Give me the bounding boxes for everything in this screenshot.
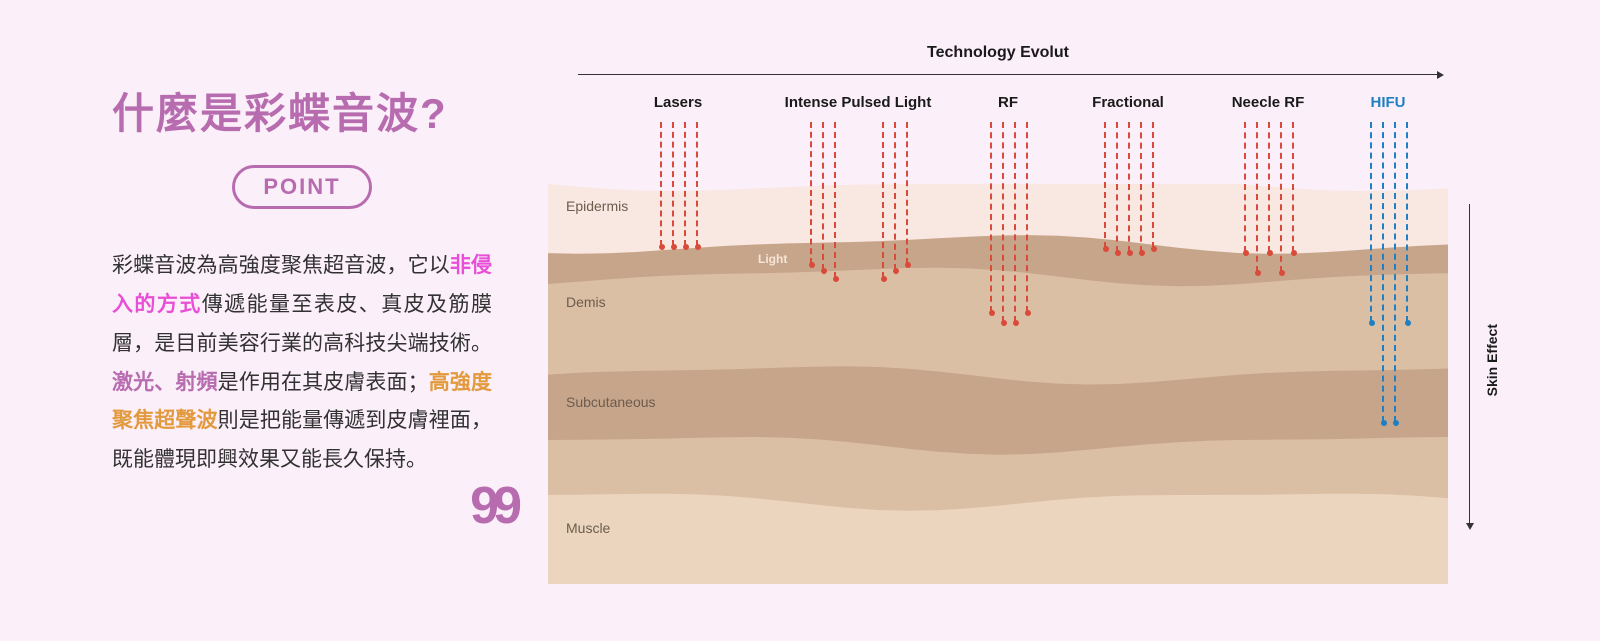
penetration-line: [684, 122, 686, 246]
penetration-dot: [1001, 320, 1007, 326]
tech-axis: [578, 74, 1438, 75]
penetration-dot: [695, 244, 701, 250]
layer-label: Demis: [566, 294, 606, 310]
skin-effect-axis: [1469, 204, 1470, 524]
penetration-line: [1406, 122, 1408, 322]
penetration-dot: [893, 268, 899, 274]
tech-label: HIFU: [1371, 94, 1406, 111]
penetration-line: [1026, 122, 1028, 312]
penetration-line: [1140, 122, 1142, 252]
penetration-line: [894, 122, 896, 270]
penetration-line: [834, 122, 836, 278]
body-t1: 彩蝶音波為高強度聚焦超音波，它以: [112, 254, 450, 277]
penetration-dot: [1369, 320, 1375, 326]
penetration-line: [906, 122, 908, 264]
penetration-line: [1152, 122, 1154, 248]
penetration-line: [672, 122, 674, 246]
penetration-dot: [881, 276, 887, 282]
penetration-dot: [1013, 320, 1019, 326]
penetration-line: [1116, 122, 1118, 252]
penetration-dot: [821, 268, 827, 274]
penetration-line: [822, 122, 824, 270]
penetration-dot: [833, 276, 839, 282]
skin-effect-label: Skin Effect: [1484, 324, 1500, 396]
penetration-line: [1244, 122, 1246, 252]
penetration-dot: [1291, 250, 1297, 256]
penetration-dot: [1255, 270, 1261, 276]
penetration-dot: [1279, 270, 1285, 276]
penetration-dot: [905, 262, 911, 268]
penetration-line: [1268, 122, 1270, 252]
penetration-line: [660, 122, 662, 246]
penetration-line: [1382, 122, 1384, 422]
penetration-dot: [1243, 250, 1249, 256]
layer-label: Epidermis: [566, 198, 628, 214]
penetration-dot: [659, 244, 665, 250]
page-title: 什麼是彩蝶音波?: [112, 80, 492, 141]
penetration-line: [1280, 122, 1282, 272]
penetration-dot: [1127, 250, 1133, 256]
layer-label: Subcutaneous: [566, 394, 656, 410]
tech-label: RF: [998, 94, 1018, 111]
point-badge: POINT: [232, 165, 372, 209]
tech-label: Intense Pulsed Light: [785, 94, 932, 111]
penetration-dot: [989, 310, 995, 316]
left-panel: 什麼是彩蝶音波? POINT 彩蝶音波為高強度聚焦超音波，它以非侵入的方式傳遞能…: [112, 80, 492, 480]
penetration-dot: [1025, 310, 1031, 316]
penetration-line: [1104, 122, 1106, 248]
penetration-line: [1256, 122, 1258, 272]
penetration-line: [810, 122, 812, 264]
body-text: 彩蝶音波為高強度聚焦超音波，它以非侵入的方式傳遞能量至表皮、真皮及筋膜層，是目前…: [112, 247, 492, 480]
light-label: Light: [758, 252, 787, 266]
body-hl2: 激光、射頻: [112, 371, 218, 394]
penetration-dot: [809, 262, 815, 268]
penetration-line: [990, 122, 992, 312]
penetration-line: [882, 122, 884, 278]
penetration-dot: [1267, 250, 1273, 256]
tech-label: Fractional: [1092, 94, 1164, 111]
body-t3: 是作用在其皮膚表面；: [218, 371, 429, 394]
penetration-line: [1128, 122, 1130, 252]
penetration-dot: [1405, 320, 1411, 326]
penetration-dot: [1139, 250, 1145, 256]
layer-label: Muscle: [566, 520, 610, 536]
penetration-line: [1002, 122, 1004, 322]
penetration-line: [696, 122, 698, 246]
penetration-dot: [1381, 420, 1387, 426]
penetration-line: [1014, 122, 1016, 322]
penetration-line: [1394, 122, 1396, 422]
tech-label: Neecle RF: [1232, 94, 1305, 111]
penetration-dot: [1393, 420, 1399, 426]
technology-diagram: Technology Evolut Lasers Intense Pulsed L…: [548, 44, 1508, 584]
diagram-title: Technology Evolut: [548, 44, 1448, 62]
penetration-dot: [1115, 250, 1121, 256]
penetration-dot: [1103, 246, 1109, 252]
penetration-dot: [683, 244, 689, 250]
penetration-line: [1370, 122, 1372, 322]
penetration-line: [1292, 122, 1294, 252]
skin-layer: [548, 494, 1448, 584]
penetration-dot: [1151, 246, 1157, 252]
penetration-dot: [671, 244, 677, 250]
tech-label: Lasers: [654, 94, 702, 111]
quote-icon: 99: [470, 476, 516, 536]
